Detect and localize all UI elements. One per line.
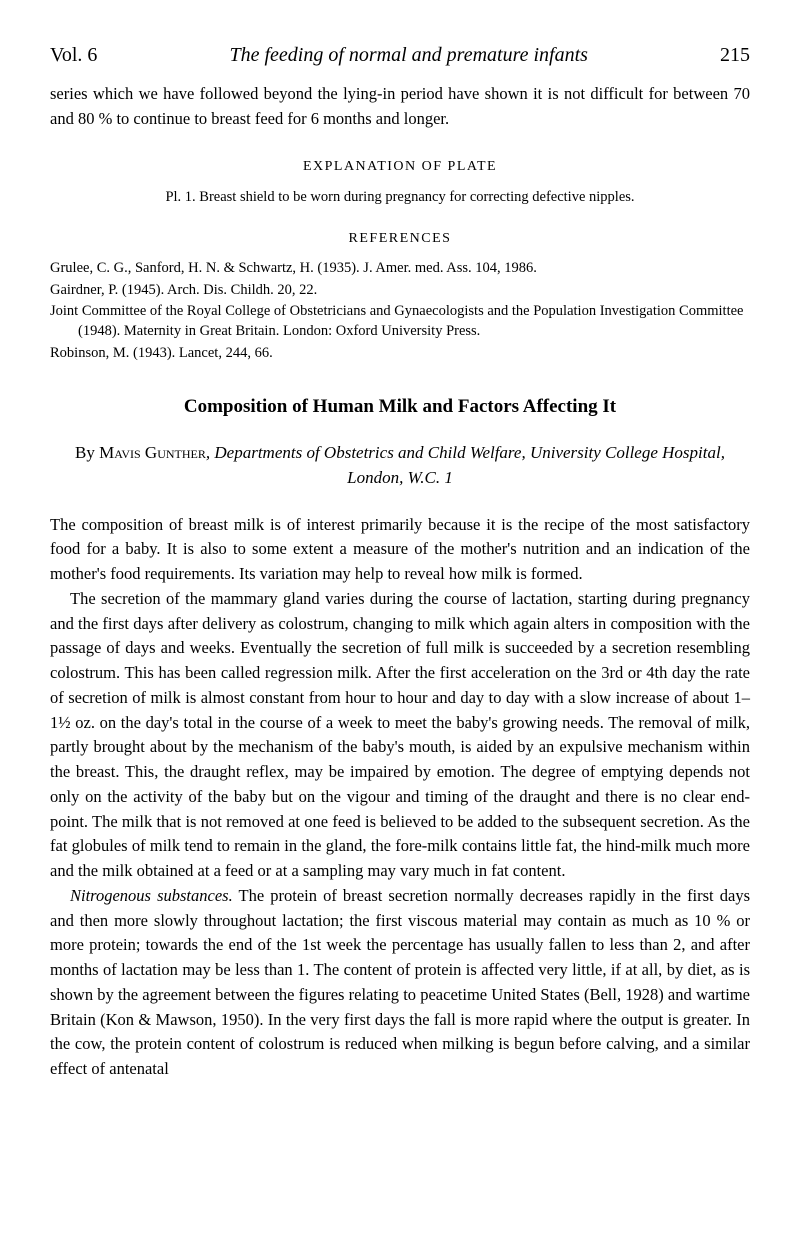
author-name: Mavis Gunther	[99, 443, 206, 462]
by-prefix: By	[75, 443, 99, 462]
reference-entry: Grulee, C. G., Sanford, H. N. & Schwartz…	[50, 259, 750, 279]
references-block: Grulee, C. G., Sanford, H. N. & Schwartz…	[50, 259, 750, 363]
article-body: The composition of breast milk is of int…	[50, 513, 750, 1082]
body-paragraph: Nitrogenous substances. The protein of b…	[50, 884, 750, 1082]
body-paragraph: The secretion of the mammary gland varie…	[50, 587, 750, 884]
volume-label: Vol. 6	[50, 40, 97, 70]
article-title: Composition of Human Milk and Factors Af…	[50, 393, 750, 422]
reference-entry: Gairdner, P. (1945). Arch. Dis. Childh. …	[50, 281, 750, 301]
plate-caption: Pl. 1. Breast shield to be worn during p…	[50, 187, 750, 209]
reference-entry: Joint Committee of the Royal College of …	[50, 302, 750, 341]
continuation-paragraph: series which we have followed beyond the…	[50, 82, 750, 132]
reference-entry: Robinson, M. (1943). Lancet, 244, 66.	[50, 344, 750, 364]
affiliation: , Departments of Obstetrics and Child We…	[206, 443, 725, 488]
author-line: By Mavis Gunther, Departments of Obstetr…	[50, 440, 750, 491]
body-paragraph: The composition of breast milk is of int…	[50, 513, 750, 587]
plate-heading: EXPLANATION OF PLATE	[50, 156, 750, 177]
page-number: 215	[720, 40, 750, 70]
references-heading: REFERENCES	[50, 228, 750, 249]
running-title: The feeding of normal and premature infa…	[229, 40, 588, 70]
